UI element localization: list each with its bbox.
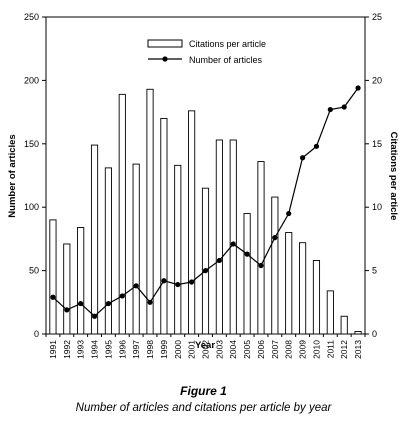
y-tick-label-left: 200 (24, 75, 39, 85)
y-tick-label-left: 50 (29, 266, 39, 276)
y-tick-label-right: 20 (372, 75, 382, 85)
line-point (313, 143, 320, 149)
x-tick-label: 2001 (187, 340, 197, 359)
line-point (286, 210, 292, 217)
line-point (64, 307, 70, 313)
line-point (258, 262, 264, 269)
bar (215, 139, 223, 335)
line-point (272, 235, 278, 241)
left-axis: 0 50 100 150 200 250 (24, 12, 46, 339)
right-axis: 0 5 10 15 20 25 (365, 12, 382, 339)
legend: Citations per article Number of articles (147, 39, 266, 65)
x-tick-label: 2010 (311, 340, 321, 359)
bar (90, 144, 99, 335)
bar (312, 260, 321, 335)
x-tick-label: 1997 (131, 340, 141, 359)
bar (257, 161, 265, 335)
bar (285, 232, 293, 335)
legend-label-line: Number of articles (189, 55, 263, 65)
line-point (341, 104, 347, 110)
x-tick-label: 1999 (159, 340, 169, 359)
bar-series (49, 88, 362, 335)
x-tick-label: 2007 (270, 340, 280, 359)
x-tick-label: 2003 (214, 340, 224, 359)
x-tick-label: 2005 (242, 340, 252, 359)
x-axis-label: Year (195, 340, 215, 351)
bar (201, 187, 210, 335)
x-tick-label: 2013 (353, 340, 363, 359)
x-tick-label: 1993 (76, 340, 86, 359)
bar (63, 243, 71, 335)
bar (354, 331, 362, 335)
y-tick-label-left: 0 (34, 329, 39, 339)
y-tick-label-right: 5 (372, 266, 377, 276)
x-tick-label: 2006 (256, 340, 266, 359)
bar (104, 167, 112, 335)
bar (49, 219, 57, 335)
bar (340, 315, 348, 335)
x-tick-label: 1996 (117, 340, 127, 359)
bar (146, 88, 154, 335)
bar (229, 139, 237, 335)
line-point (216, 257, 222, 264)
bar (160, 117, 168, 335)
y-tick-label-left: 100 (24, 202, 39, 212)
line-point (355, 85, 361, 91)
y-tick-label-right: 0 (372, 329, 377, 339)
x-tick-label: 1998 (145, 340, 155, 359)
figure-label: Figure 1 (180, 384, 227, 398)
x-tick-label: 2004 (228, 340, 238, 359)
legend-label-bar: Citations per article (189, 39, 266, 49)
y-axis-label-right: Citations per article (388, 132, 399, 221)
line-point (105, 300, 112, 307)
x-tick-label: 2000 (173, 340, 183, 359)
line-series (50, 85, 361, 319)
x-tick-label: 2008 (284, 340, 294, 359)
x-tick-label: 1995 (103, 340, 113, 359)
bar (243, 213, 251, 335)
y-tick-label-left: 150 (24, 139, 39, 149)
bar (174, 164, 182, 335)
line-point (50, 294, 56, 300)
line-point (230, 241, 236, 247)
bar (132, 163, 140, 335)
x-tick-label: 1992 (62, 340, 72, 359)
x-tick-label: 2012 (339, 340, 349, 359)
y-tick-label-right: 15 (372, 139, 382, 149)
line-point (175, 281, 181, 288)
line-point (147, 299, 153, 305)
line-point (119, 293, 125, 299)
x-tick-label: 1991 (48, 340, 58, 359)
x-tick-label: 2009 (298, 340, 308, 359)
line-point (299, 155, 306, 161)
line-point (161, 278, 167, 284)
x-tick-label: 1994 (90, 340, 100, 359)
legend-swatch-marker (162, 56, 168, 62)
line-point (78, 300, 84, 307)
line-point (202, 268, 209, 274)
x-tick-label: 2011 (325, 340, 335, 359)
figure-caption: Number of articles and citations per art… (75, 402, 332, 414)
line-point (327, 106, 333, 113)
line-point (91, 313, 98, 319)
y-tick-label-right: 25 (372, 12, 382, 22)
x-tick-label: 2002 (201, 340, 211, 359)
line-point (189, 279, 195, 285)
y-tick-label-left: 250 (24, 12, 39, 22)
x-axis: 1991 1992 1993 1994 1995 1996 1997 1998 1999 2000… (45, 334, 366, 359)
bar (118, 93, 126, 335)
y-axis-label-left: Number of articles (7, 134, 18, 217)
bar (271, 196, 279, 335)
line-point (244, 251, 250, 257)
legend-swatch-bar (147, 39, 183, 48)
bar (326, 290, 334, 335)
bar (299, 242, 307, 335)
bar (188, 110, 196, 335)
y-tick-label-right: 10 (372, 202, 382, 212)
bar (77, 227, 85, 335)
line-point (133, 283, 139, 289)
